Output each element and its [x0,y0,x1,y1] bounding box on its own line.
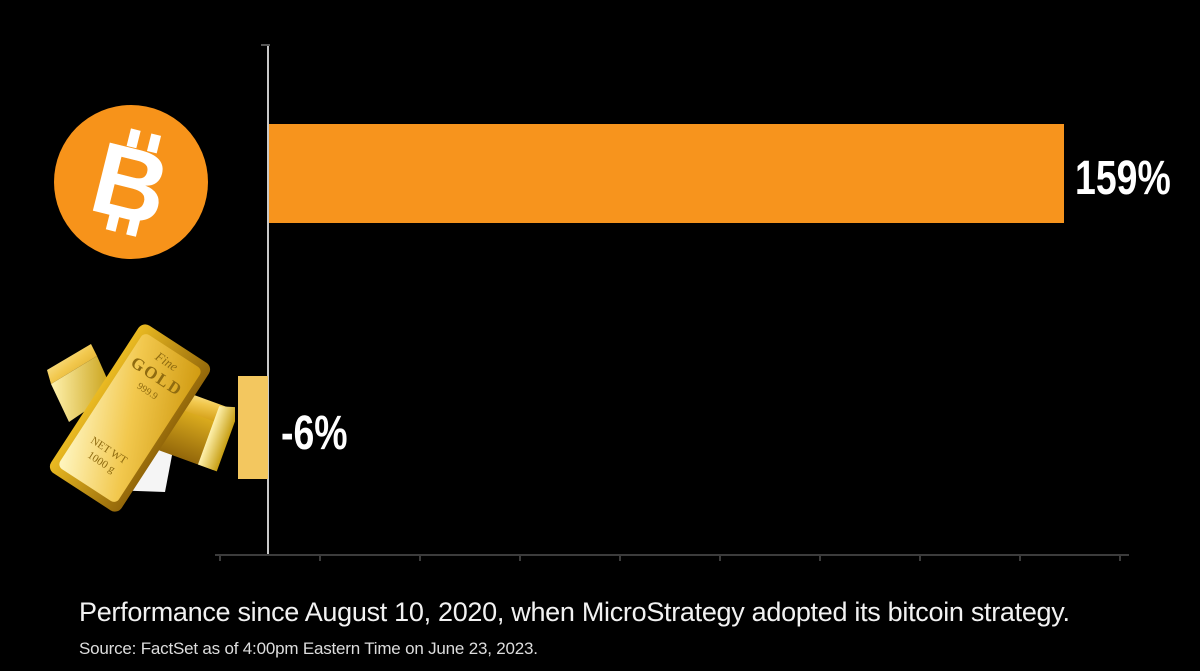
bitcoin-icon-circle [54,105,208,259]
bitcoin-icon: B [54,105,208,259]
value-label-bitcoin: 159% [1075,152,1171,205]
x-axis-ticks [219,556,1129,562]
x-axis-tick [719,556,721,561]
bar-gold [238,376,268,479]
gold-bar-rear-left [47,344,113,422]
x-axis-tick [619,556,621,561]
value-label-gold: -6% [281,407,348,460]
gold-bar-front: Fine GOLD 999.9 NET WT 1000 g [49,324,211,512]
x-axis-tick [219,556,221,561]
x-axis-tick [419,556,421,561]
y-axis-top-tick [261,44,270,46]
x-axis-tick [1019,556,1021,561]
gold-bars-icon: Fine GOLD 999.9 NET WT 1000 g [47,324,235,512]
bar-bitcoin [269,124,1064,223]
x-axis-tick [519,556,521,561]
x-axis-tick [1119,556,1121,561]
y-axis-line [267,44,269,555]
x-axis-tick [919,556,921,561]
x-axis-tick [319,556,321,561]
x-axis-tick [819,556,821,561]
chart-caption: Performance since August 10, 2020, when … [79,597,1070,627]
x-axis-line [215,554,1129,556]
chart-source: Source: FactSet as of 4:00pm Eastern Tim… [79,639,538,658]
